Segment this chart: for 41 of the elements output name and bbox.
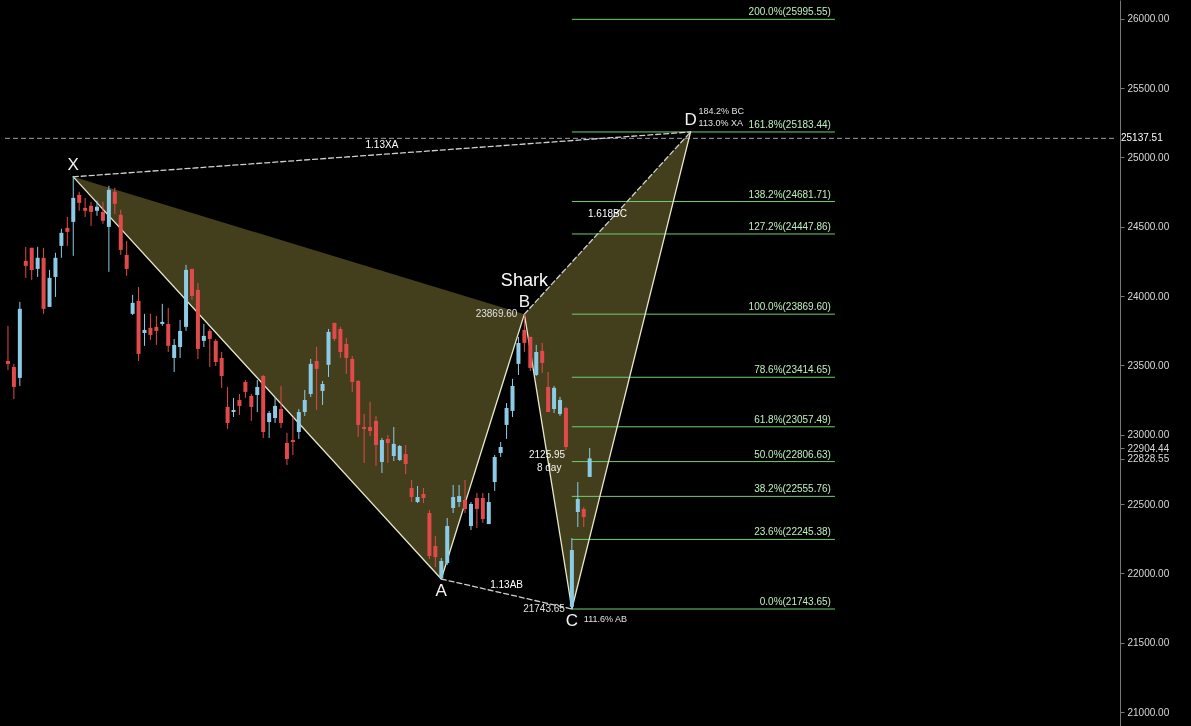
series-label: 1.13AB xyxy=(490,579,524,590)
y-tick-label: 22000.00 xyxy=(1127,567,1170,579)
ref-line-label: 0.0%(21743.65) xyxy=(759,596,831,607)
ref-line-label: 50.0%(22806.63) xyxy=(754,448,831,460)
y-tick-label: 25500.00 xyxy=(1127,82,1170,94)
annotation: 184.2% BC xyxy=(698,105,745,116)
y-tick-label: 23000.00 xyxy=(1127,429,1170,441)
y-tick-label: 26000.00 xyxy=(1127,13,1170,25)
ref-line-label: 127.2%(24447.86) xyxy=(748,220,831,232)
annotation: D xyxy=(684,109,697,129)
y-tick-label: 21500.00 xyxy=(1127,637,1170,649)
ref-line-label: 100.0%(23869.60) xyxy=(748,301,831,313)
y-tick-label: 22828.55 xyxy=(1127,453,1170,465)
ref-line-label: 23.6%(22245.38) xyxy=(754,526,831,538)
data-label: 23869.60 xyxy=(475,308,518,320)
data-label: 21743.65 xyxy=(523,603,566,614)
y-tick-label: 22904.44 xyxy=(1127,442,1170,454)
annotation: 111.6% AB xyxy=(583,614,628,624)
y-tick-label: 24500.00 xyxy=(1127,221,1170,233)
series-label: 1.618BC xyxy=(588,208,627,220)
ref-line-label: 138.2%(24681.71) xyxy=(748,188,831,200)
annotation: B xyxy=(518,292,531,312)
series-label: Shark xyxy=(500,270,549,291)
ref-line-label: 38.2%(22555.76) xyxy=(754,483,831,495)
annotation: 2125.95 xyxy=(528,448,566,460)
annotation: 8 day xyxy=(536,462,562,474)
annotation: A xyxy=(435,581,448,600)
y-tick-label: 22500.00 xyxy=(1127,498,1170,510)
ref-line-label: 25137.51 xyxy=(1121,132,1164,144)
ref-line-label: 61.8%(23057.49) xyxy=(754,413,831,425)
ref-line-label: 200.0%(25995.55) xyxy=(748,6,831,18)
ref-line-label: 78.6%(23414.65) xyxy=(754,364,831,376)
series-label: 1.13XA xyxy=(365,139,399,151)
annotation: 113.0% XA xyxy=(698,117,743,128)
annotation: C xyxy=(565,611,579,630)
y-tick-label: 21000.00 xyxy=(1127,706,1170,718)
y-tick-label: 24000.00 xyxy=(1127,290,1170,302)
ref-line-label: 161.8%(25183.44) xyxy=(748,118,831,130)
y-tick-label: 25000.00 xyxy=(1127,151,1170,163)
y-tick-label: 23500.00 xyxy=(1127,359,1170,371)
annotation: X xyxy=(67,154,79,174)
